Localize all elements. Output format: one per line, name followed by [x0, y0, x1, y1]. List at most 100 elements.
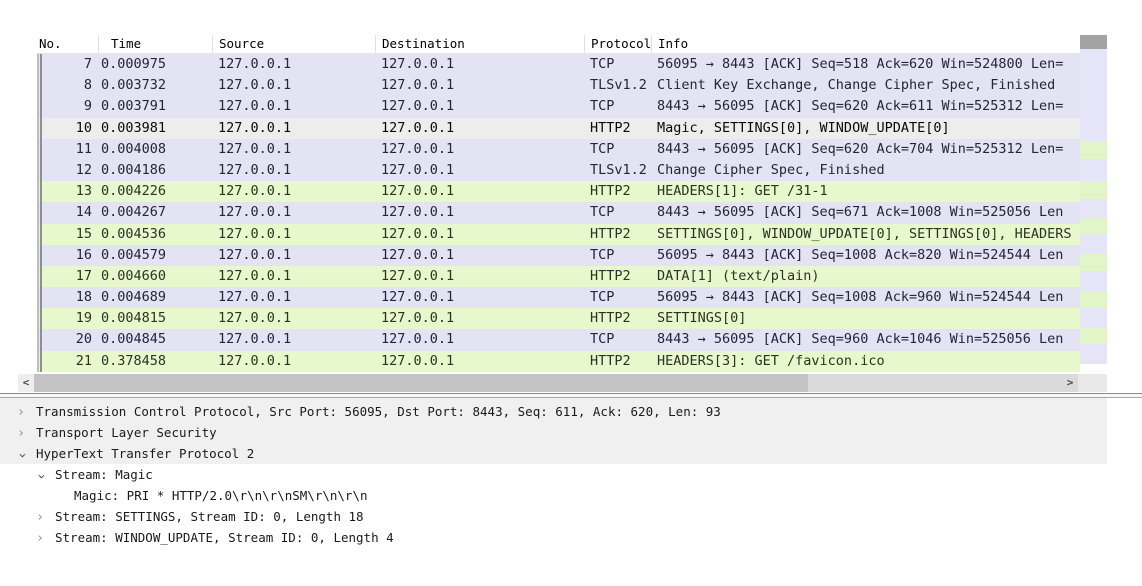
packet-protocol: HTTP2 [590, 352, 631, 369]
packet-minimap[interactable] [1080, 49, 1107, 373]
packet-destination: 127.0.0.1 [381, 204, 455, 221]
detail-text: Transmission Control Protocol, Src Port:… [36, 404, 721, 419]
packet-destination: 127.0.0.1 [381, 98, 455, 115]
minimap-stripe [1080, 328, 1107, 344]
scroll-left-arrow-icon[interactable]: < [18, 374, 34, 392]
packet-row[interactable]: 10 0.003981 127.0.0.1 127.0.0.1 HTTP2 Ma… [37, 117, 1080, 139]
minimap-stripe [1080, 159, 1107, 181]
packet-destination: 127.0.0.1 [381, 310, 455, 327]
packet-protocol: HTTP2 [590, 225, 631, 242]
detail-tree-item[interactable]: › Transport Layer Security [0, 422, 1142, 443]
packet-time: 0.004579 [101, 246, 167, 263]
detail-text: Stream: Magic [55, 467, 153, 482]
column-header-no[interactable]: No. [39, 36, 62, 51]
packet-source: 127.0.0.1 [218, 310, 292, 327]
column-header-source[interactable]: Source [212, 35, 375, 53]
packet-destination: 127.0.0.1 [381, 161, 455, 178]
packet-time: 0.378458 [101, 352, 167, 369]
detail-tree-item[interactable]: › Stream: SETTINGS, Stream ID: 0, Length … [0, 506, 1142, 527]
packet-time: 0.004008 [101, 140, 167, 157]
packet-protocol: TLSv1.2 [590, 77, 647, 94]
packet-protocol: TCP [590, 98, 615, 115]
column-header-time[interactable]: Time [98, 35, 212, 53]
packet-row[interactable]: 15 0.004536 127.0.0.1 127.0.0.1 HTTP2 SE… [37, 223, 1080, 245]
packet-row[interactable]: 16 0.004579 127.0.0.1 127.0.0.1 TCP 5609… [37, 244, 1080, 266]
minimap-stripe [1080, 254, 1107, 271]
packet-row[interactable]: 9 0.003791 127.0.0.1 127.0.0.1 TCP 8443 … [37, 96, 1080, 118]
details-shaded-region [0, 398, 1107, 464]
packet-no: 17 [75, 267, 92, 284]
packet-row[interactable]: 7 0.000975 127.0.0.1 127.0.0.1 TCP 56095… [37, 54, 1080, 76]
detail-tree-item[interactable]: › Stream: Magic [0, 464, 1142, 485]
minimap-stripe [1080, 308, 1107, 328]
packet-destination: 127.0.0.1 [381, 183, 455, 200]
packet-source: 127.0.0.1 [218, 204, 292, 221]
related-packets-rail [40, 54, 42, 372]
packet-protocol: HTTP2 [590, 183, 631, 200]
packet-protocol: TCP [590, 289, 615, 306]
packet-row[interactable]: 19 0.004815 127.0.0.1 127.0.0.1 HTTP2 SE… [37, 308, 1080, 330]
packet-no: 8 [83, 77, 92, 94]
expander-chevron-icon[interactable]: › [17, 426, 25, 441]
packet-source: 127.0.0.1 [218, 98, 292, 115]
packet-row[interactable]: 20 0.004845 127.0.0.1 127.0.0.1 TCP 8443… [37, 329, 1080, 351]
packet-no: 11 [75, 140, 92, 157]
detail-tree-item[interactable]: › HyperText Transfer Protocol 2 [0, 443, 1142, 464]
minimap-stripe [1080, 199, 1107, 218]
horizontal-scrollbar[interactable]: < > [18, 374, 1107, 392]
packet-row[interactable]: 14 0.004267 127.0.0.1 127.0.0.1 TCP 8443… [37, 202, 1080, 224]
packet-time: 0.004186 [101, 161, 167, 178]
packet-protocol: TLSv1.2 [590, 161, 647, 178]
minimap-stripe [1080, 344, 1107, 364]
expander-chevron-icon[interactable]: › [17, 405, 25, 420]
packet-no: 18 [75, 289, 92, 306]
pane-splitter[interactable] [0, 393, 1142, 398]
packet-no: 10 [75, 119, 92, 136]
packet-row[interactable]: 21 0.378458 127.0.0.1 127.0.0.1 HTTP2 HE… [37, 350, 1080, 372]
packet-protocol: TCP [590, 331, 615, 348]
packet-protocol: HTTP2 [590, 310, 631, 327]
vertical-scrollbar[interactable] [1080, 35, 1107, 373]
expander-chevron-icon[interactable]: › [33, 472, 49, 481]
expander-chevron-icon[interactable]: › [36, 510, 44, 525]
packet-row[interactable]: 13 0.004226 127.0.0.1 127.0.0.1 HTTP2 HE… [37, 181, 1080, 203]
packet-no: 15 [75, 225, 92, 242]
packet-row[interactable]: 11 0.004008 127.0.0.1 127.0.0.1 TCP 8443… [37, 138, 1080, 160]
detail-tree-item[interactable]: › Stream: WINDOW_UPDATE, Stream ID: 0, Le… [0, 527, 1142, 548]
packet-no: 20 [75, 331, 92, 348]
packet-destination: 127.0.0.1 [381, 56, 455, 72]
packet-no: 19 [75, 310, 92, 327]
minimap-stripe [1080, 234, 1107, 254]
expander-chevron-icon[interactable]: › [14, 451, 30, 460]
packet-source: 127.0.0.1 [218, 161, 292, 178]
packet-time: 0.004689 [101, 289, 167, 306]
vertical-scrollbar-thumb[interactable] [1080, 35, 1107, 49]
packet-row[interactable]: 17 0.004660 127.0.0.1 127.0.0.1 HTTP2 DA… [37, 265, 1080, 288]
packet-destination: 127.0.0.1 [381, 289, 455, 306]
expander-chevron-icon[interactable]: › [36, 531, 44, 546]
minimap-stripe [1080, 364, 1107, 373]
packet-time: 0.004660 [101, 267, 167, 284]
packet-info: 8443 → 56095 [ACK] Seq=671 Ack=1008 Win=… [657, 204, 1064, 221]
minimap-stripe [1080, 271, 1107, 291]
column-header-protocol[interactable]: Protocol [584, 35, 651, 53]
minimap-stripe [1080, 181, 1107, 199]
detail-text: HyperText Transfer Protocol 2 [36, 446, 255, 461]
packet-row[interactable]: 18 0.004689 127.0.0.1 127.0.0.1 TCP 5609… [37, 287, 1080, 309]
detail-tree-item[interactable]: ›Magic: PRI * HTTP/2.0\r\n\r\nSM\r\n\r\n [0, 485, 1142, 506]
packet-destination: 127.0.0.1 [381, 352, 455, 369]
packet-destination: 127.0.0.1 [381, 140, 455, 157]
horizontal-scrollbar-thumb[interactable] [34, 374, 808, 392]
packet-row[interactable]: 12 0.004186 127.0.0.1 127.0.0.1 TLSv1.2 … [37, 159, 1080, 182]
packet-row[interactable]: 8 0.003732 127.0.0.1 127.0.0.1 TLSv1.2 C… [37, 75, 1080, 97]
column-header-destination[interactable]: Destination [375, 35, 584, 53]
packet-source: 127.0.0.1 [218, 267, 292, 284]
packet-time: 0.004267 [101, 204, 167, 221]
packet-source: 127.0.0.1 [218, 246, 292, 263]
packet-list-header: No. Time Source Destination Protocol Inf… [37, 35, 1080, 54]
packet-info: 8443 → 56095 [ACK] Seq=960 Ack=1046 Win=… [657, 331, 1064, 348]
column-header-info[interactable]: Info [651, 35, 1080, 53]
packet-destination: 127.0.0.1 [381, 77, 455, 94]
scroll-right-arrow-icon[interactable]: > [1066, 376, 1074, 389]
detail-tree-item[interactable]: › Transmission Control Protocol, Src Port… [0, 401, 1142, 422]
